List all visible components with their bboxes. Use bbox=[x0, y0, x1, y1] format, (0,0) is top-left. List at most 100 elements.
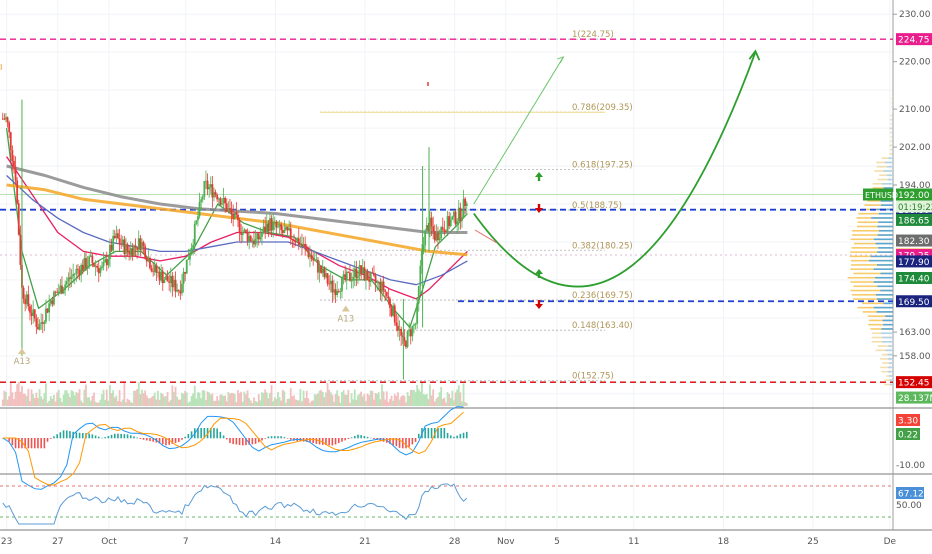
profile-bar-buy bbox=[892, 119, 893, 121]
profile-bar-buy bbox=[881, 332, 893, 334]
volume-bar bbox=[208, 392, 210, 406]
candle-body bbox=[66, 281, 68, 284]
candle-body bbox=[93, 263, 95, 267]
profile-bar-buy bbox=[892, 106, 893, 108]
macd-hist-bar bbox=[50, 438, 52, 439]
volume-bar bbox=[147, 398, 149, 406]
candle-body bbox=[187, 259, 189, 260]
volume-bar bbox=[407, 392, 409, 406]
candle-body bbox=[112, 236, 114, 251]
candle-body bbox=[307, 250, 309, 257]
candle-body bbox=[120, 244, 122, 245]
candle-body bbox=[331, 281, 333, 293]
candle-body bbox=[56, 292, 58, 293]
profile-bar-buy bbox=[889, 362, 893, 364]
volume-bar bbox=[165, 396, 167, 406]
volume-bar bbox=[287, 399, 289, 406]
candle-body bbox=[23, 288, 25, 299]
volume-bar bbox=[125, 402, 127, 406]
macd-hist-bar bbox=[168, 438, 170, 445]
candle-body bbox=[240, 233, 242, 235]
macd-panel bbox=[2, 407, 468, 490]
candle-body bbox=[323, 269, 325, 278]
macd-hist-bar bbox=[408, 438, 410, 447]
candle-body bbox=[267, 224, 269, 232]
volume-bar bbox=[466, 403, 468, 406]
volume-bar bbox=[312, 400, 314, 406]
time-tick-label: 25 bbox=[807, 537, 818, 547]
countdown-label: 01:19:22 bbox=[898, 203, 932, 213]
volume-bar bbox=[245, 394, 247, 406]
candle-body bbox=[24, 299, 26, 304]
volume-bar bbox=[173, 392, 175, 406]
volume-profile bbox=[848, 98, 893, 386]
candle-body bbox=[309, 255, 311, 257]
price-badge-label: 152.45 bbox=[898, 379, 930, 389]
macd-hist-bar bbox=[213, 428, 215, 438]
volume-bar bbox=[333, 402, 335, 406]
volume-bar bbox=[122, 400, 124, 406]
price-badge-label: 182.30 bbox=[898, 237, 930, 247]
candle-body bbox=[99, 268, 101, 273]
candle-body bbox=[274, 222, 276, 223]
volume-bar bbox=[339, 403, 341, 406]
volume-bar bbox=[171, 385, 173, 406]
macd-hist-bar bbox=[412, 438, 414, 444]
candle-body bbox=[101, 266, 103, 268]
macd-hist-bar bbox=[447, 433, 449, 438]
candle-body bbox=[163, 280, 165, 283]
candle-body bbox=[165, 276, 167, 280]
macd-hist-bar bbox=[146, 438, 148, 440]
candle-body bbox=[223, 198, 225, 203]
candle-body bbox=[459, 208, 461, 221]
profile-bar-buy bbox=[883, 303, 893, 305]
volume-bar bbox=[293, 395, 295, 406]
macd-hist-bar bbox=[460, 434, 462, 438]
volume-bar bbox=[247, 390, 249, 406]
volume-bar bbox=[183, 394, 185, 406]
candle-body bbox=[253, 241, 255, 245]
macd-hist-bar bbox=[175, 438, 177, 443]
volume-bar bbox=[421, 382, 423, 406]
macd-hist-bar bbox=[453, 437, 455, 438]
volume-bar bbox=[197, 392, 199, 406]
macd-hist-bar bbox=[117, 434, 119, 439]
candle-body bbox=[464, 199, 466, 206]
volume-bar bbox=[91, 396, 93, 406]
volume-bar bbox=[370, 390, 372, 406]
profile-bar-buy bbox=[892, 136, 893, 138]
macd-hist-bar bbox=[69, 431, 71, 438]
volume-bar bbox=[219, 395, 221, 406]
candle-body bbox=[405, 341, 407, 347]
volume-bar bbox=[186, 392, 188, 406]
volume-bar bbox=[327, 383, 329, 406]
volume-bar bbox=[104, 400, 106, 406]
symbol-label: ETHUSD bbox=[865, 191, 898, 200]
candle-body bbox=[259, 237, 261, 240]
volume-bar bbox=[55, 401, 57, 406]
candle-body bbox=[131, 248, 133, 256]
volume-bar bbox=[354, 390, 356, 406]
volume-bar bbox=[242, 402, 244, 406]
candle-body bbox=[378, 282, 380, 283]
fib-label: 0.148(163.40) bbox=[572, 321, 633, 331]
volume-bar bbox=[3, 391, 5, 406]
volume-bar bbox=[357, 395, 359, 406]
candle-body bbox=[91, 256, 93, 263]
candle-body bbox=[368, 280, 370, 282]
candle-body bbox=[351, 281, 353, 282]
volume-bar bbox=[314, 394, 316, 406]
volume-bar bbox=[99, 400, 101, 406]
fib-label: 0.236(169.75) bbox=[572, 291, 633, 301]
macd-hist-bar bbox=[181, 438, 183, 440]
profile-bar-buy bbox=[879, 213, 893, 215]
candle-body bbox=[394, 305, 396, 322]
volume-bar bbox=[168, 402, 170, 406]
candle-body bbox=[370, 272, 372, 281]
candle-body bbox=[335, 289, 337, 295]
volume-bar bbox=[109, 385, 111, 406]
candle-body bbox=[418, 286, 420, 304]
candle-body bbox=[83, 258, 85, 271]
